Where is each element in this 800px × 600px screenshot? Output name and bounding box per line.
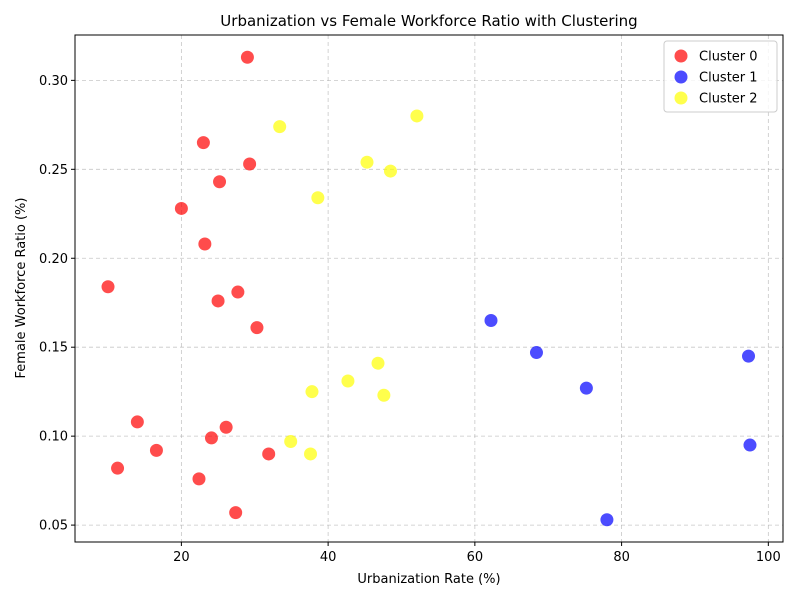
cluster-0-point xyxy=(196,136,210,150)
cluster-0-point xyxy=(262,447,276,461)
legend-marker-cluster-2 xyxy=(674,91,688,105)
cluster-2-point xyxy=(305,385,319,399)
chart-title: Urbanization vs Female Workforce Ratio w… xyxy=(220,12,637,30)
cluster-0-point xyxy=(192,472,206,486)
cluster-0-point xyxy=(198,237,212,251)
axis-ticks: 20 40 60 80 100 0.05 0.10 0.15 0.20 0.25 0.30 xyxy=(39,74,781,565)
cluster-2-point xyxy=(304,447,318,461)
cluster-1-point xyxy=(579,381,593,395)
cluster-1-point xyxy=(529,346,543,360)
cluster-0-point xyxy=(101,280,115,294)
legend-marker-cluster-1 xyxy=(674,70,688,84)
cluster-1-point xyxy=(743,438,757,452)
legend-marker-cluster-0 xyxy=(674,49,688,63)
legend: Cluster 0 Cluster 1 Cluster 2 xyxy=(663,40,778,113)
cluster-1-point xyxy=(742,349,756,363)
y-tick-label: 0.15 xyxy=(39,341,68,356)
cluster-0-point xyxy=(243,157,257,171)
cluster-0-point xyxy=(219,420,233,434)
cluster-0-point xyxy=(213,175,227,189)
x-axis-label: Urbanization Rate (%) xyxy=(357,572,500,587)
y-axis-label: Female Workforce Ratio (%) xyxy=(14,198,29,379)
legend-label-cluster-0: Cluster 0 xyxy=(699,50,758,65)
x-tick-label: 80 xyxy=(613,550,630,565)
cluster-2-point xyxy=(371,356,385,370)
cluster-0-point xyxy=(204,431,218,445)
cluster-2-point xyxy=(284,434,298,448)
data-points xyxy=(101,50,757,527)
y-tick-label: 0.25 xyxy=(39,163,68,178)
cluster-2-point xyxy=(341,374,355,388)
cluster-2-point xyxy=(311,191,325,205)
cluster-0-point xyxy=(130,415,144,429)
y-tick-label: 0.05 xyxy=(39,519,68,534)
cluster-1-point xyxy=(484,314,498,328)
cluster-0-point xyxy=(231,285,245,299)
cluster-2-point xyxy=(410,109,424,123)
cluster-0-point xyxy=(149,443,163,457)
x-tick-label: 20 xyxy=(173,550,190,565)
cluster-2-point xyxy=(360,155,374,169)
cluster-0-point xyxy=(229,506,243,520)
y-tick-label: 0.20 xyxy=(39,252,68,267)
cluster-0-point xyxy=(240,50,254,64)
plot-frame xyxy=(74,34,784,543)
legend-box xyxy=(663,40,778,113)
cluster-0-point xyxy=(250,321,264,335)
cluster-1-point xyxy=(600,513,614,527)
y-tick-label: 0.30 xyxy=(39,74,68,89)
cluster-2-point xyxy=(273,120,287,134)
cluster-0-point xyxy=(211,294,225,308)
legend-label-cluster-1: Cluster 1 xyxy=(699,71,758,86)
cluster-0-point xyxy=(174,201,188,215)
x-tick-label: 100 xyxy=(756,550,781,565)
cluster-0-point xyxy=(111,461,125,475)
cluster-2-point xyxy=(377,388,391,402)
x-tick-label: 40 xyxy=(320,550,337,565)
legend-label-cluster-2: Cluster 2 xyxy=(699,92,758,107)
x-tick-label: 60 xyxy=(467,550,484,565)
y-tick-label: 0.10 xyxy=(39,430,68,445)
cluster-2-point xyxy=(383,164,397,178)
